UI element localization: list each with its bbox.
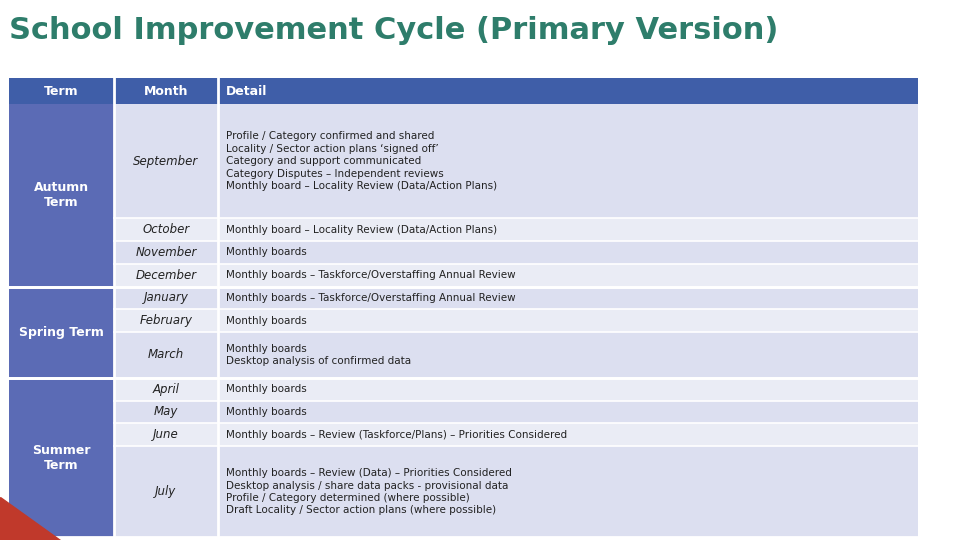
FancyBboxPatch shape <box>218 332 918 378</box>
FancyBboxPatch shape <box>114 241 218 264</box>
Text: February: February <box>139 314 193 327</box>
Polygon shape <box>0 497 60 540</box>
FancyBboxPatch shape <box>114 218 218 241</box>
Text: April: April <box>153 383 180 396</box>
FancyBboxPatch shape <box>218 241 918 264</box>
FancyBboxPatch shape <box>114 78 218 104</box>
Text: Monthly boards – Taskforce/Overstaffing Annual Review: Monthly boards – Taskforce/Overstaffing … <box>226 270 516 280</box>
Text: Summer
Term: Summer Term <box>33 443 91 471</box>
Text: Autumn
Term: Autumn Term <box>34 181 89 210</box>
Text: Monthly boards
Desktop analysis of confirmed data: Monthly boards Desktop analysis of confi… <box>226 344 411 366</box>
Text: October: October <box>142 223 190 236</box>
Text: Monthly boards: Monthly boards <box>226 407 306 417</box>
Text: Detail: Detail <box>226 85 267 98</box>
Text: Monthly board – Locality Review (Data/Action Plans): Monthly board – Locality Review (Data/Ac… <box>226 225 497 234</box>
Text: Month: Month <box>144 85 188 98</box>
Text: January: January <box>144 292 188 305</box>
FancyBboxPatch shape <box>114 309 218 332</box>
Text: December: December <box>135 269 197 282</box>
FancyBboxPatch shape <box>10 104 114 287</box>
Text: Monthly boards – Review (Taskforce/Plans) – Priorities Considered: Monthly boards – Review (Taskforce/Plans… <box>226 430 566 440</box>
Text: Monthly boards – Review (Data) – Priorities Considered
Desktop analysis / share : Monthly boards – Review (Data) – Priorit… <box>226 468 512 515</box>
FancyBboxPatch shape <box>218 309 918 332</box>
Text: Monthly boards – Taskforce/Overstaffing Annual Review: Monthly boards – Taskforce/Overstaffing … <box>226 293 516 303</box>
FancyBboxPatch shape <box>114 264 218 287</box>
Text: March: March <box>148 348 184 361</box>
FancyBboxPatch shape <box>218 264 918 287</box>
Text: Spring Term: Spring Term <box>19 326 104 339</box>
Text: Monthly boards: Monthly boards <box>226 316 306 326</box>
Text: September: September <box>133 154 199 168</box>
Text: July: July <box>156 485 177 498</box>
FancyBboxPatch shape <box>218 423 918 446</box>
FancyBboxPatch shape <box>114 287 218 309</box>
FancyBboxPatch shape <box>114 332 218 378</box>
FancyBboxPatch shape <box>218 218 918 241</box>
FancyBboxPatch shape <box>114 378 218 401</box>
FancyBboxPatch shape <box>10 78 114 104</box>
FancyBboxPatch shape <box>218 78 918 104</box>
Text: Term: Term <box>44 85 79 98</box>
FancyBboxPatch shape <box>218 104 918 218</box>
FancyBboxPatch shape <box>10 378 114 537</box>
Text: November: November <box>135 246 197 259</box>
Text: May: May <box>154 406 179 419</box>
Text: Profile / Category confirmed and shared
Locality / Sector action plans ‘signed o: Profile / Category confirmed and shared … <box>226 131 497 191</box>
Text: June: June <box>154 428 179 441</box>
Text: Monthly boards: Monthly boards <box>226 384 306 394</box>
FancyBboxPatch shape <box>218 401 918 423</box>
FancyBboxPatch shape <box>114 423 218 446</box>
FancyBboxPatch shape <box>114 446 218 537</box>
FancyBboxPatch shape <box>10 287 114 378</box>
FancyBboxPatch shape <box>114 401 218 423</box>
FancyBboxPatch shape <box>218 446 918 537</box>
FancyBboxPatch shape <box>114 104 218 218</box>
Text: School Improvement Cycle (Primary Version): School Improvement Cycle (Primary Versio… <box>10 16 779 45</box>
FancyBboxPatch shape <box>218 378 918 401</box>
Text: Monthly boards: Monthly boards <box>226 247 306 258</box>
FancyBboxPatch shape <box>218 287 918 309</box>
